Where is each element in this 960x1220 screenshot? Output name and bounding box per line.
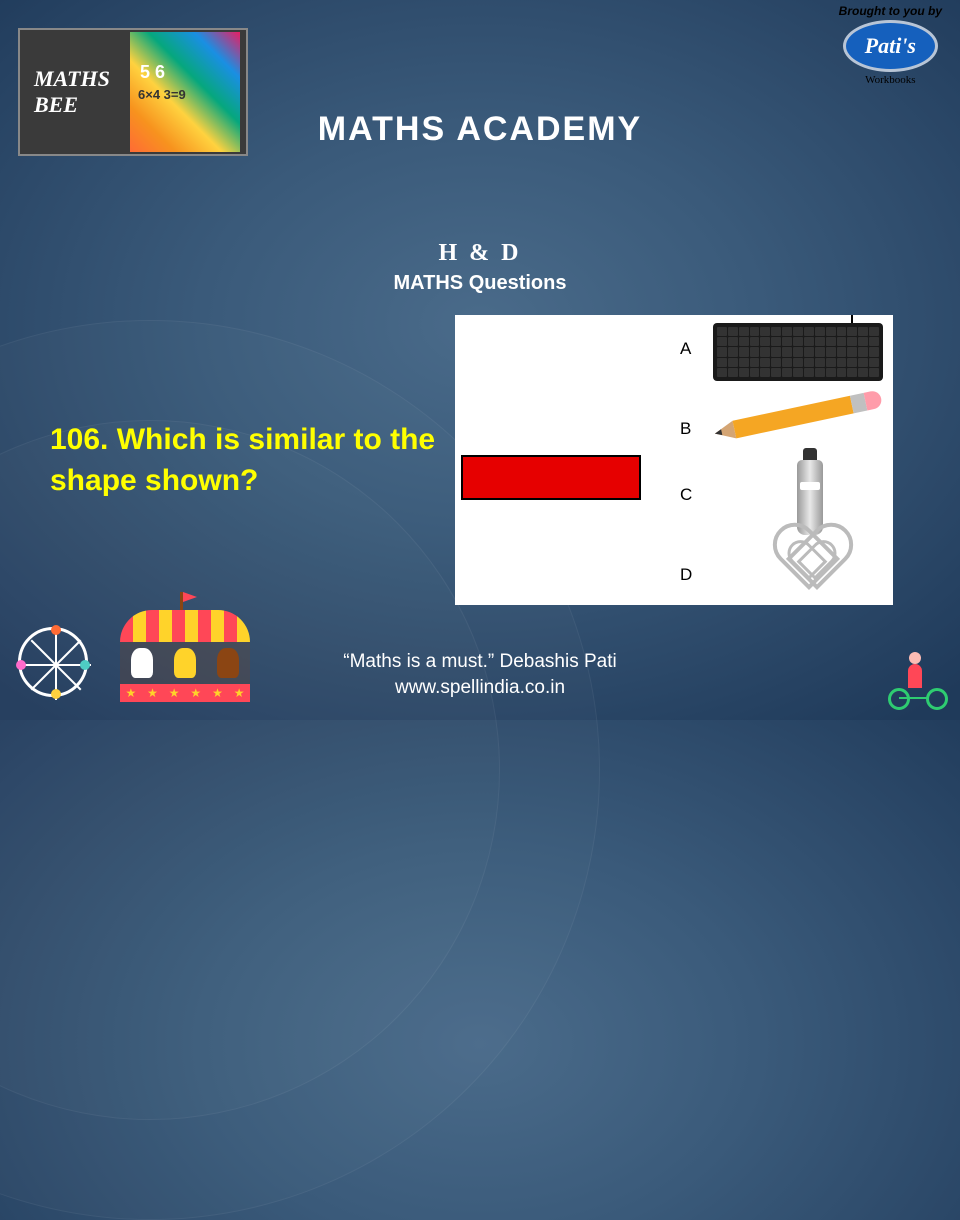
option-d-heart-cutter-icon [763, 532, 853, 597]
option-label-a: A [680, 339, 691, 359]
carousel-icon: ★★★★★★ [120, 610, 260, 720]
subtitle-category: H & D [0, 240, 960, 267]
option-a-keyboard-icon [713, 323, 883, 381]
cyclist-icon [888, 650, 948, 710]
option-label-d: D [680, 565, 692, 585]
option-label-c: C [680, 485, 692, 505]
reference-rectangle [461, 455, 641, 500]
ferris-wheel-icon [18, 627, 103, 712]
sponsor-block: Brought to you by Pati's Workbooks [839, 4, 942, 86]
question-number: 106. [50, 423, 108, 456]
keyboard-wire-icon [851, 315, 853, 323]
option-label-b: B [680, 419, 691, 439]
sponsor-intro: Brought to you by [839, 4, 942, 18]
page-title: MATHS ACADEMY [0, 110, 960, 149]
subtitle-section: MATHS Questions [0, 272, 960, 295]
badge-line1: MATHS [34, 66, 110, 91]
sponsor-logo: Pati's [843, 20, 938, 72]
answer-panel: A B C D [455, 315, 893, 605]
question-text: 106. Which is similar to the shape shown… [50, 420, 440, 501]
question-body: Which is similar to the shape shown? [50, 423, 435, 497]
option-b-pencil-icon [713, 390, 883, 443]
sponsor-tagline: Workbooks [839, 74, 942, 86]
